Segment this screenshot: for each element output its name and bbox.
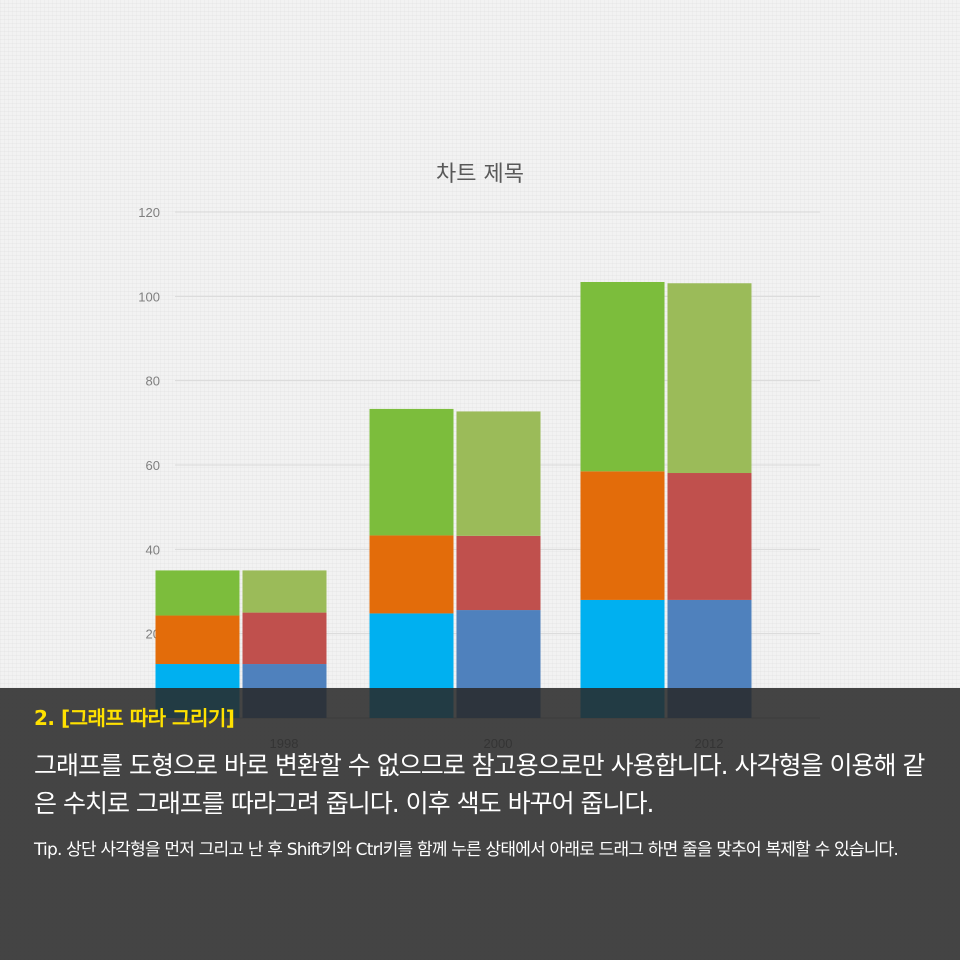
bar-segment <box>242 570 327 613</box>
caption-tip: Tip. 상단 사각형을 먼저 그리고 난 후 Shift키와 Ctrl키를 함… <box>34 840 899 860</box>
y-tick-label: 100 <box>138 289 160 304</box>
y-tick-label: 60 <box>146 458 160 473</box>
bar-segment <box>667 473 752 600</box>
bar-segment <box>580 471 665 600</box>
bar-segment <box>667 283 752 474</box>
y-tick-label: 80 <box>146 374 160 389</box>
bar-segment <box>155 570 240 616</box>
bar-segment <box>580 281 665 472</box>
chart-title: 차트 제목 <box>436 162 524 187</box>
bar-segment <box>155 615 240 665</box>
chart-bars <box>155 281 752 718</box>
y-tick-label: 120 <box>138 205 160 220</box>
y-tick-label: 40 <box>146 542 160 557</box>
caption-panel: 2. [그래프 따라 그리기] 그래프를 도형으로 바로 변환할 수 없으므로 … <box>0 688 960 960</box>
bar-segment <box>369 535 454 614</box>
caption-body: 그래프를 도형으로 바로 변환할 수 없으므로 참고용으로만 사용합니다. 사각… <box>34 751 925 818</box>
bar-segment <box>456 535 541 611</box>
bar-segment <box>369 408 454 536</box>
bar-segment <box>456 411 541 536</box>
caption-heading: 2. [그래프 따라 그리기] <box>34 706 235 730</box>
bar-segment <box>242 612 327 665</box>
